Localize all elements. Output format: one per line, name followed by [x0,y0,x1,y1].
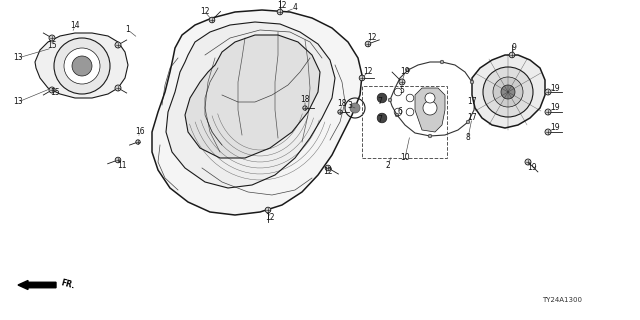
Circle shape [115,157,121,163]
Circle shape [277,9,283,15]
Circle shape [72,56,92,76]
Text: 18: 18 [300,95,310,105]
Text: 19: 19 [550,103,560,113]
Text: 13: 13 [13,53,23,62]
Circle shape [209,17,215,23]
Text: 7: 7 [378,98,383,107]
Circle shape [545,129,551,135]
Circle shape [501,85,515,99]
Circle shape [440,60,444,64]
Text: 16: 16 [135,127,145,137]
Text: FR.: FR. [60,278,76,290]
Text: 15: 15 [47,42,57,51]
Text: 18: 18 [337,100,347,108]
Circle shape [115,42,121,48]
Text: 4: 4 [292,4,298,12]
Text: 14: 14 [70,21,80,30]
Circle shape [49,35,55,41]
Circle shape [359,75,365,81]
Circle shape [399,79,405,85]
Text: 7: 7 [378,116,383,124]
Text: 19: 19 [527,164,537,172]
Circle shape [545,109,551,115]
Text: 3: 3 [348,101,353,110]
Text: 12: 12 [200,7,210,17]
Text: 13: 13 [13,98,23,107]
Circle shape [545,89,551,95]
Circle shape [396,113,399,117]
Circle shape [49,87,55,93]
Circle shape [377,93,387,103]
Text: 8: 8 [466,133,470,142]
Circle shape [136,140,140,144]
Text: TY24A1300: TY24A1300 [542,297,582,303]
Circle shape [338,110,342,114]
Text: 12: 12 [323,167,333,177]
Circle shape [470,80,474,84]
Circle shape [388,98,392,102]
Circle shape [466,120,470,124]
Text: 15: 15 [50,87,60,97]
Text: 5: 5 [399,85,404,94]
Circle shape [365,41,371,47]
Polygon shape [35,33,128,98]
Polygon shape [185,35,320,158]
Circle shape [64,48,100,84]
Text: 9: 9 [511,44,516,52]
Text: 12: 12 [364,68,372,76]
Circle shape [509,52,515,58]
Text: 10: 10 [400,154,410,163]
Circle shape [406,68,410,72]
Text: 17: 17 [467,114,477,123]
Circle shape [525,159,531,165]
Text: 19: 19 [400,68,410,76]
FancyArrow shape [18,281,56,290]
Circle shape [423,101,437,115]
Circle shape [483,67,533,117]
Polygon shape [152,10,362,215]
Text: 12: 12 [277,2,287,11]
Text: 11: 11 [117,161,127,170]
Text: 12: 12 [367,34,377,43]
Circle shape [377,113,387,123]
Text: 12: 12 [265,213,275,222]
Circle shape [303,106,307,110]
Polygon shape [166,22,335,188]
Text: 17: 17 [467,98,477,107]
Circle shape [425,93,435,103]
Circle shape [265,207,271,213]
Polygon shape [472,55,545,128]
Circle shape [350,103,360,113]
Text: 1: 1 [125,26,131,35]
Text: 2: 2 [386,161,390,170]
Polygon shape [415,88,445,132]
Text: 6: 6 [397,108,403,116]
Circle shape [54,38,110,94]
Circle shape [325,165,331,171]
Circle shape [493,77,523,107]
Text: 19: 19 [550,84,560,92]
Circle shape [428,134,432,138]
Text: 19: 19 [550,124,560,132]
Circle shape [115,85,121,91]
